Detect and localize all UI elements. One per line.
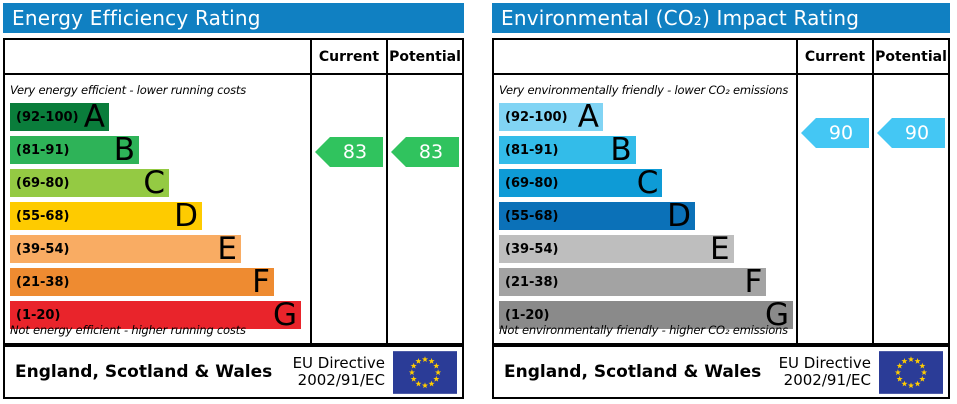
- panel-footer: England, Scotland & Wales EU Directive 2…: [3, 345, 464, 399]
- eu-directive-line1: EU Directive: [292, 353, 385, 372]
- band-e: (39-54) E: [499, 231, 734, 267]
- panel-title: Energy Efficiency Rating: [3, 3, 464, 33]
- eu-directive-label: EU Directive 2002/91/EC: [292, 353, 385, 390]
- bottom-note: Not energy efficient - higher running co…: [10, 323, 246, 337]
- band-range-label: (92-100): [505, 109, 568, 125]
- potential-value-cell: 90: [872, 75, 948, 343]
- band-letter: F: [744, 264, 763, 300]
- band-letter: G: [272, 297, 297, 333]
- region-label: England, Scotland & Wales: [15, 362, 273, 382]
- band-f: (21-38) F: [10, 264, 274, 300]
- band-range-label: (81-91): [16, 142, 70, 158]
- band-a: (92-100) A: [499, 99, 603, 135]
- band-range-label: (1-20): [505, 307, 550, 323]
- band-letter: C: [143, 165, 165, 201]
- bottom-note: Not environmentally friendly - higher CO…: [499, 323, 788, 337]
- rating-table: Current Potential Very environmentally f…: [492, 38, 950, 345]
- band-range-label: (39-54): [16, 241, 70, 257]
- current-rating-arrow: 83: [315, 137, 383, 167]
- top-note: Very environmentally friendly - lower CO…: [499, 83, 789, 97]
- band-range-label: (1-20): [16, 307, 61, 323]
- band-letter: B: [113, 132, 135, 168]
- band-b: (81-91) B: [10, 132, 139, 168]
- environmental-impact-rating-panel: Environmental (CO₂) Impact Rating Curren…: [492, 3, 950, 399]
- potential-rating-arrow: 83: [391, 137, 459, 167]
- band-range-label: (81-91): [505, 142, 559, 158]
- band-letter: E: [710, 231, 730, 267]
- eu-flag-icon: [393, 350, 457, 394]
- band-range-label: (39-54): [505, 241, 559, 257]
- eu-directive-line2: 2002/91/EC: [783, 371, 871, 389]
- band-letter: A: [83, 99, 105, 135]
- energy-efficiency-rating-panel: Energy Efficiency Rating Current Potenti…: [3, 3, 464, 399]
- current-column-header: Current: [796, 40, 872, 75]
- potential-rating-arrow: 90: [877, 118, 945, 148]
- current-value-cell: 83: [310, 75, 386, 343]
- bands-area: Very environmentally friendly - lower CO…: [494, 75, 796, 343]
- region-label: England, Scotland & Wales: [504, 362, 762, 382]
- band-letter: F: [252, 264, 270, 300]
- band-letter: D: [174, 198, 198, 234]
- band-c: (69-80) C: [10, 165, 169, 201]
- bands-area: Very energy efficient - lower running co…: [5, 75, 310, 343]
- band-range-label: (21-38): [505, 274, 559, 290]
- band-letter: D: [667, 198, 692, 234]
- current-value-cell: 90: [796, 75, 872, 343]
- potential-column-header: Potential: [872, 40, 948, 75]
- band-list: (92-100) A (81-91) B (69-80) C (55-68) D: [499, 99, 796, 333]
- eu-directive-line1: EU Directive: [778, 353, 871, 372]
- band-letter: A: [577, 99, 599, 135]
- band-letter: G: [764, 297, 790, 333]
- band-letter: E: [217, 231, 237, 267]
- potential-value-cell: 83: [386, 75, 462, 343]
- potential-column-header: Potential: [386, 40, 462, 75]
- current-column-header: Current: [310, 40, 386, 75]
- header-spacer-cell: [494, 40, 796, 75]
- band-range-label: (55-68): [505, 208, 559, 224]
- band-range-label: (21-38): [16, 274, 70, 290]
- band-a: (92-100) A: [10, 99, 109, 135]
- eu-directive-label: EU Directive 2002/91/EC: [778, 353, 871, 390]
- current-rating-arrow: 90: [801, 118, 869, 148]
- header-spacer-cell: [5, 40, 310, 75]
- panel-footer: England, Scotland & Wales EU Directive 2…: [492, 345, 950, 399]
- eu-flag-icon: [879, 350, 943, 394]
- eu-directive-line2: 2002/91/EC: [297, 371, 385, 389]
- band-g: (1-20) G: [10, 297, 301, 333]
- band-c: (69-80) C: [499, 165, 663, 201]
- band-range-label: (55-68): [16, 208, 70, 224]
- band-range-label: (69-80): [505, 175, 559, 191]
- band-f: (21-38) F: [499, 264, 767, 300]
- band-range-label: (69-80): [16, 175, 70, 191]
- band-letter: C: [636, 165, 659, 201]
- panel-title: Environmental (CO₂) Impact Rating: [492, 3, 950, 33]
- band-letter: B: [610, 132, 632, 168]
- top-note: Very energy efficient - lower running co…: [10, 83, 246, 97]
- band-d: (55-68) D: [499, 198, 696, 234]
- band-b: (81-91) B: [499, 132, 636, 168]
- rating-table: Current Potential Very energy efficient …: [3, 38, 464, 345]
- band-d: (55-68) D: [10, 198, 202, 234]
- band-g: (1-20) G: [499, 297, 794, 333]
- band-range-label: (92-100): [16, 109, 79, 125]
- band-list: (92-100) A (81-91) B (69-80) C (55-68) D: [10, 99, 310, 333]
- band-e: (39-54) E: [10, 231, 241, 267]
